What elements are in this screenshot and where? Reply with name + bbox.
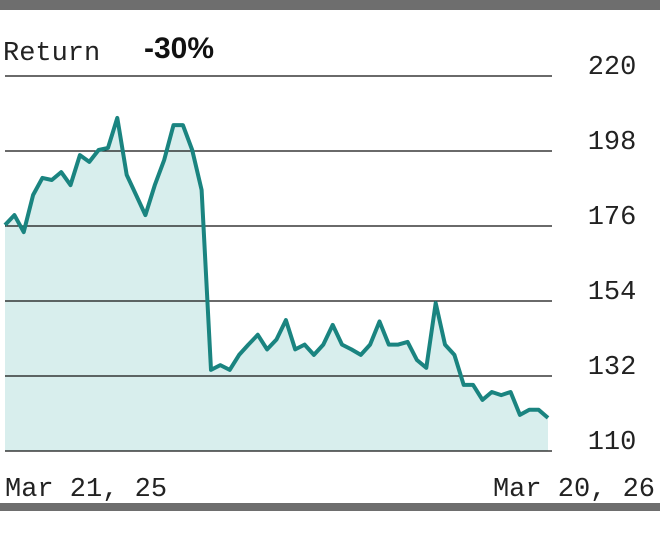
bottom-border bbox=[0, 503, 660, 511]
y-tick-label: 198 bbox=[588, 128, 637, 158]
return-annotation: -30% bbox=[144, 32, 214, 65]
x-tick-label: Mar 20, 26 bbox=[493, 475, 655, 505]
top-border bbox=[0, 0, 660, 10]
y-tick-label: 154 bbox=[588, 278, 637, 308]
y-tick-label: 132 bbox=[588, 353, 637, 383]
line bbox=[3, 115, 550, 420]
chart-title: Return bbox=[3, 39, 100, 69]
x-tick-label: Mar 21, 25 bbox=[5, 475, 167, 505]
area bbox=[5, 117, 548, 452]
y-tick-label: 220 bbox=[588, 53, 637, 83]
y-tick-label: 110 bbox=[588, 428, 637, 458]
plot bbox=[3, 75, 552, 452]
y-tick-label: 176 bbox=[588, 203, 637, 233]
